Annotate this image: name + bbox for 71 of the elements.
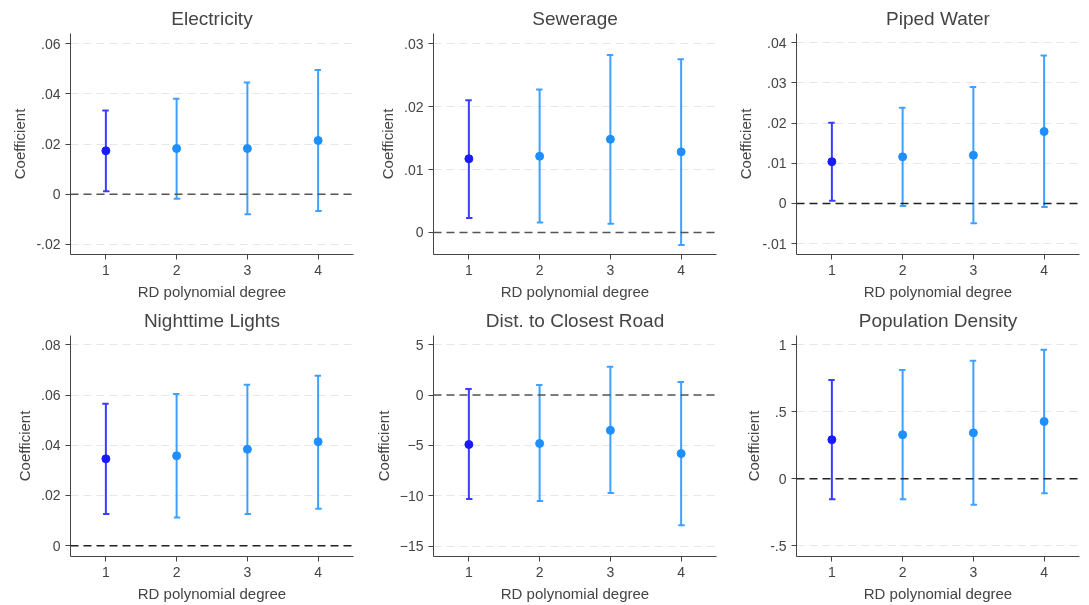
y-tick-label: .03 <box>404 35 424 52</box>
y-tick-label: 0 <box>52 186 61 203</box>
y-tick-label: .04 <box>767 34 787 51</box>
x-tick-label: 3 <box>606 261 615 278</box>
y-tick-label: -.01 <box>762 235 787 252</box>
y-tick-label: 5 <box>415 336 424 353</box>
x-tick-label: 4 <box>1040 261 1049 278</box>
y-tick-label: 0 <box>778 195 787 212</box>
y-axis-title: Coefficient <box>745 409 763 482</box>
x-tick-label: 3 <box>243 261 252 278</box>
chart-title: Nighttime Lights <box>143 309 281 331</box>
x-axis-title: RD polynomial degree <box>137 282 287 300</box>
y-axis-title: Coefficient <box>16 409 34 482</box>
y-tick-label: .02 <box>404 98 424 115</box>
x-tick-label: 4 <box>677 261 686 278</box>
x-tick-label: 4 <box>677 563 686 580</box>
y-tick-label: .01 <box>404 161 424 178</box>
chart-title: Piped Water <box>886 7 991 29</box>
y-tick-label: 0 <box>778 470 787 487</box>
x-tick-label: 4 <box>314 261 323 278</box>
x-tick-label: 3 <box>969 261 978 278</box>
x-axis-title: RD polynomial degree <box>863 282 1013 300</box>
x-tick-label: 1 <box>101 261 110 278</box>
y-tick-label: -.02 <box>36 236 61 253</box>
y-axis-title: Coefficient <box>374 409 392 482</box>
y-tick-label: .04 <box>41 437 61 454</box>
y-tick-label: 1 <box>778 336 787 353</box>
y-tick-label: .04 <box>41 85 61 102</box>
y-tick-label: .02 <box>767 115 787 132</box>
x-axis-title: RD polynomial degree <box>500 584 650 602</box>
x-tick-label: 2 <box>172 563 181 580</box>
x-axis-title: RD polynomial degree <box>863 584 1013 602</box>
chart-title: Electricity <box>171 7 254 29</box>
x-tick-label: 2 <box>172 261 181 278</box>
x-tick-label: 3 <box>243 563 252 580</box>
y-axis-title: Coefficient <box>11 107 29 180</box>
x-tick-label: 3 <box>606 563 615 580</box>
x-axis-title: RD polynomial degree <box>137 584 287 602</box>
x-tick-label: 3 <box>969 563 978 580</box>
x-tick-label: 4 <box>314 563 323 580</box>
y-tick-label: .5 <box>774 403 787 420</box>
x-tick-label: 1 <box>827 563 836 580</box>
chart-title: Dist. to Closest Road <box>485 309 665 331</box>
y-tick-label: -.5 <box>770 537 787 554</box>
y-tick-label: .08 <box>41 336 61 353</box>
y-tick-label: 0 <box>415 224 424 241</box>
y-tick-label: .06 <box>41 35 61 52</box>
x-tick-label: 4 <box>1040 563 1049 580</box>
y-tick-label: 0 <box>52 537 61 554</box>
x-tick-label: 1 <box>101 563 110 580</box>
x-tick-label: 1 <box>464 261 473 278</box>
x-tick-label: 1 <box>464 563 473 580</box>
x-tick-label: 2 <box>898 261 907 278</box>
x-tick-label: 2 <box>535 563 544 580</box>
chart-title: Population Density <box>858 309 1018 331</box>
y-tick-label: .02 <box>41 487 61 504</box>
x-axis-title: RD polynomial degree <box>500 282 650 300</box>
chart-title: Sewerage <box>532 7 618 29</box>
y-tick-label: .01 <box>767 155 787 172</box>
y-tick-label: −10 <box>399 487 424 504</box>
y-tick-label: 0 <box>415 387 424 404</box>
y-tick-label: .03 <box>767 74 787 91</box>
y-tick-label: −15 <box>399 538 424 555</box>
y-axis-title: Coefficient <box>379 107 397 180</box>
y-tick-label: .02 <box>41 136 61 152</box>
x-tick-label: 2 <box>535 261 544 278</box>
y-axis-title: Coefficient <box>737 107 755 180</box>
y-tick-label: .06 <box>41 387 61 404</box>
y-tick-label: −5 <box>407 437 424 454</box>
x-tick-label: 1 <box>827 261 836 278</box>
x-tick-label: 2 <box>898 563 907 580</box>
